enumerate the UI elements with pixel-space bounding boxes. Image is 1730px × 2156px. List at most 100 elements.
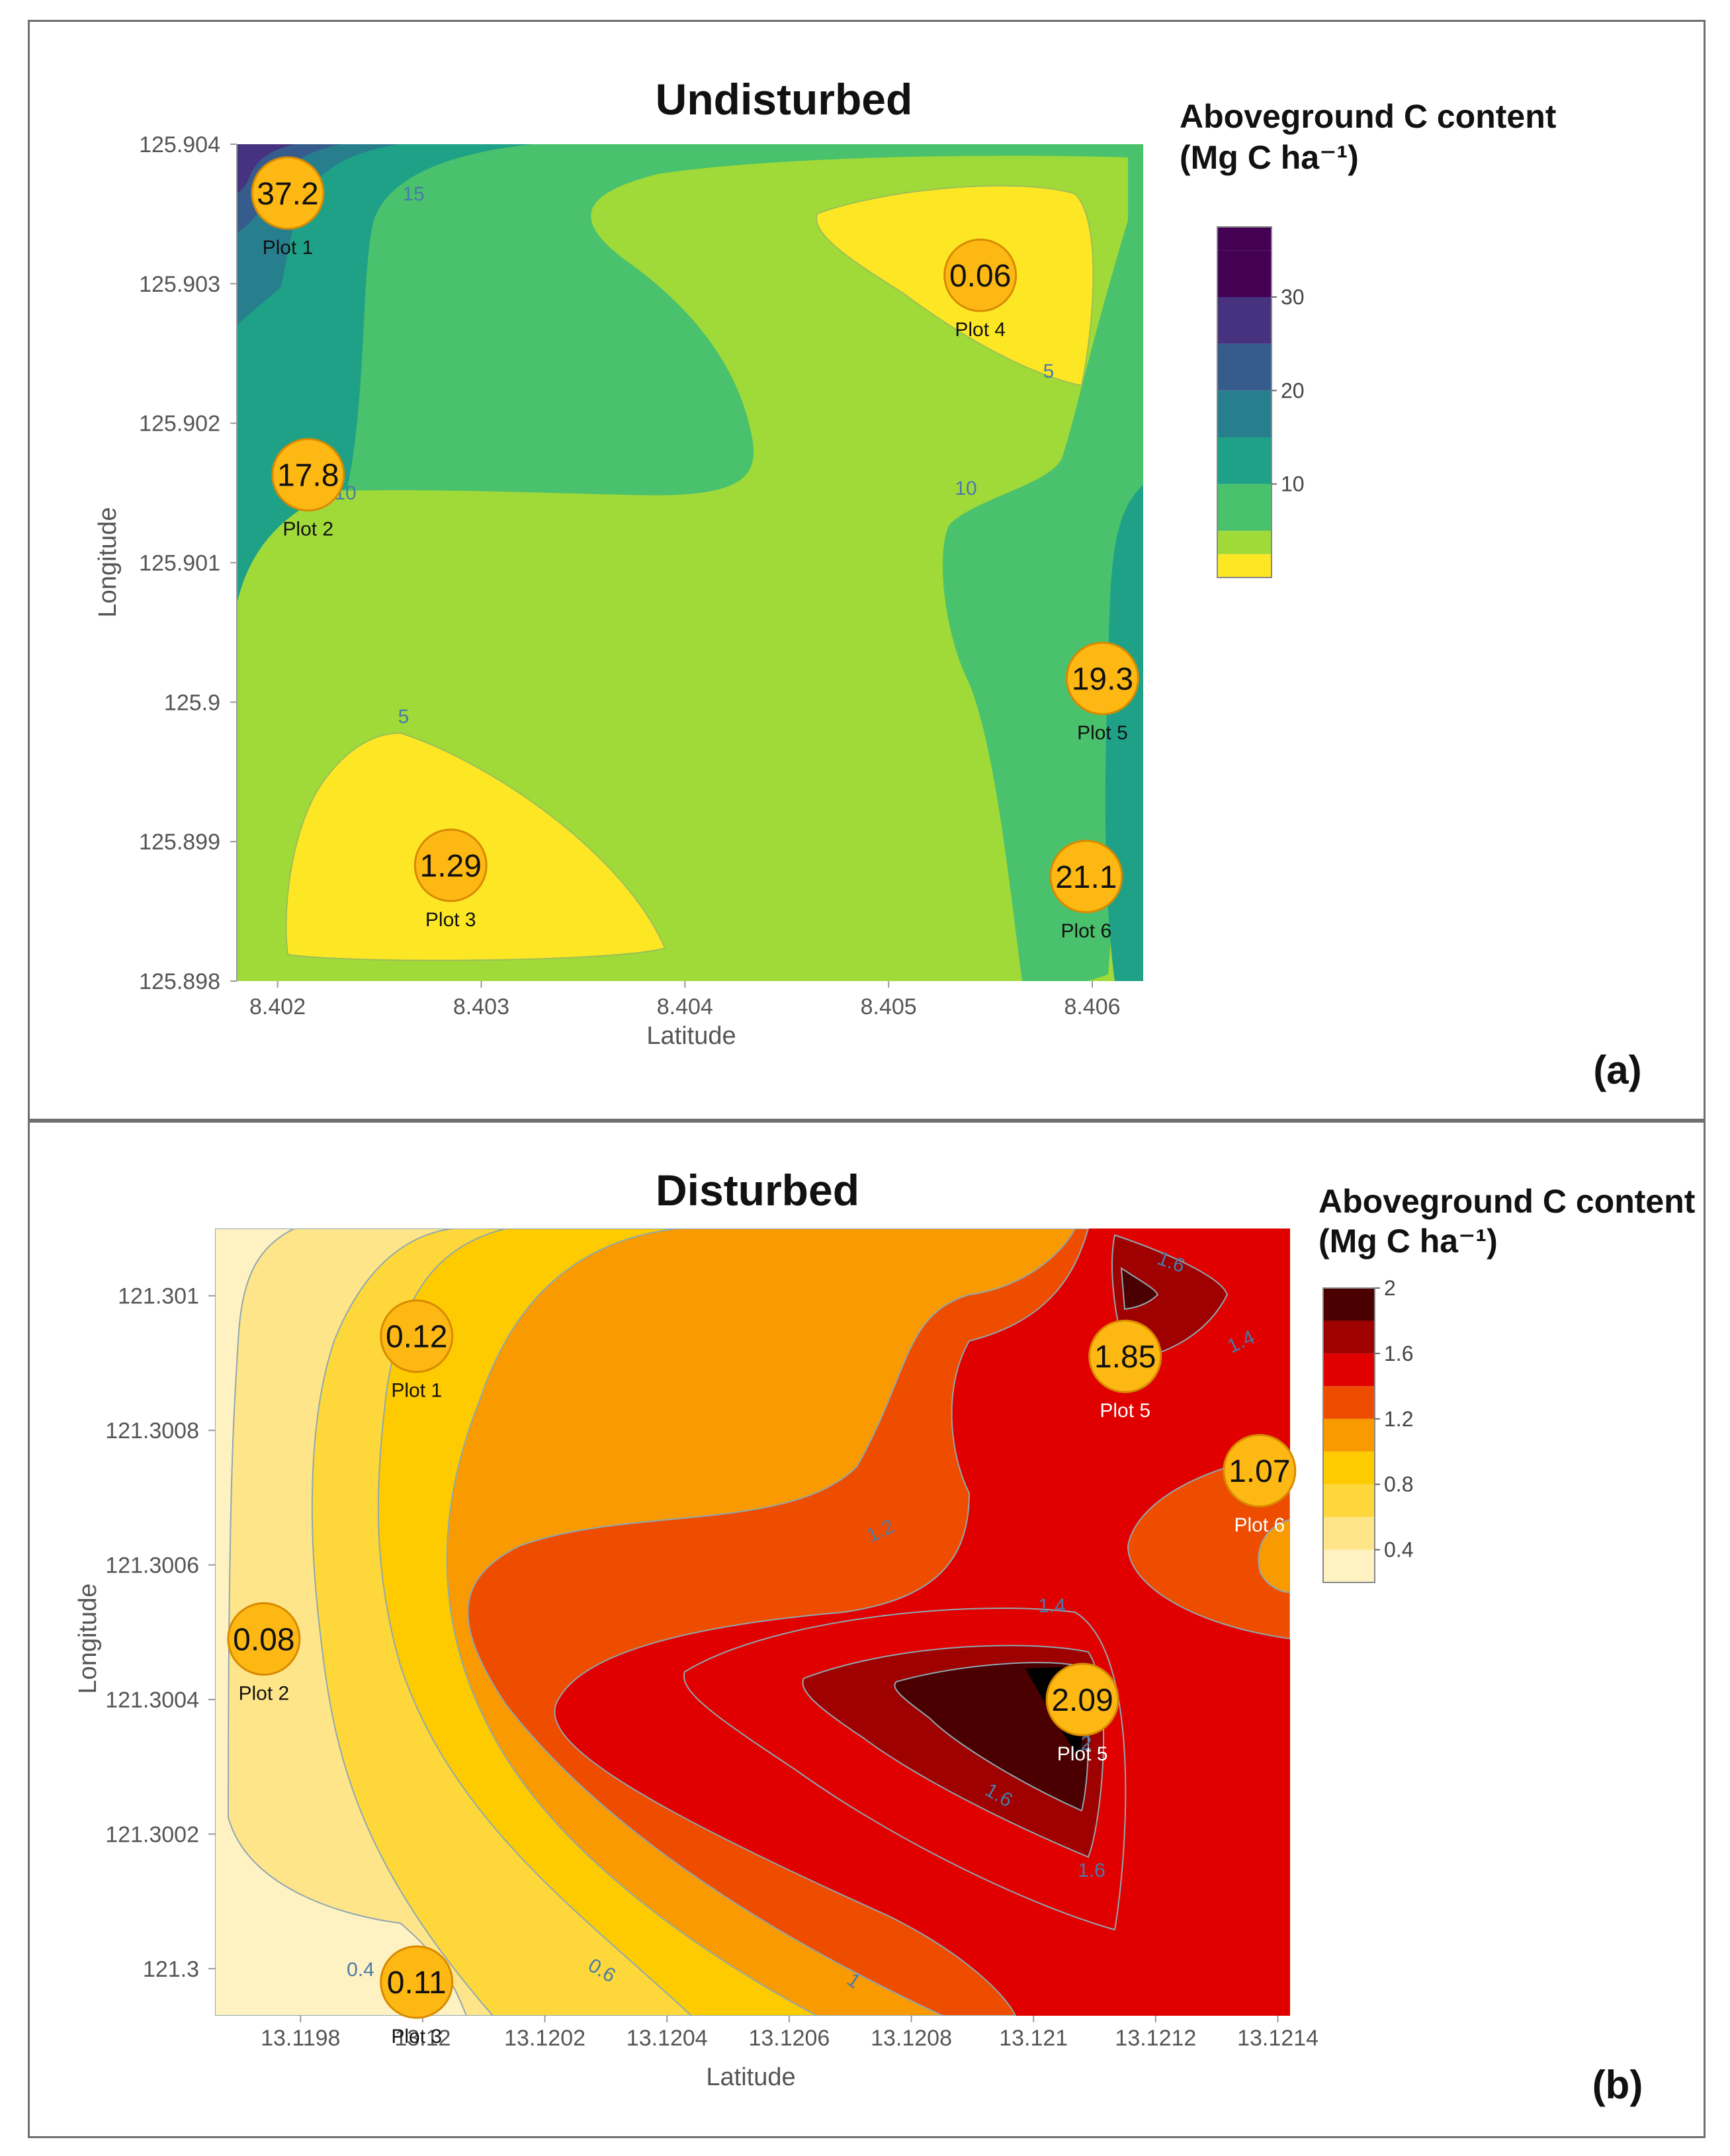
x-tick-label: 8.404 xyxy=(657,994,713,1019)
panel-label: (a) xyxy=(1593,1048,1641,1092)
x-axis-label: Latitude xyxy=(646,1022,736,1050)
colorbar-segment xyxy=(1323,1353,1375,1387)
contour-band-0.2-0.4 xyxy=(215,1229,468,2016)
contour-band-10-15 xyxy=(237,144,1143,981)
plot-marker: 1.29 Plot 3 xyxy=(413,828,488,931)
colorbar-segment xyxy=(1217,227,1272,251)
plot-value: 0.08 xyxy=(233,1622,294,1657)
plot-value: 0.12 xyxy=(386,1320,447,1355)
contour-band-2.0-top xyxy=(1120,1267,1159,1311)
y-tick-label: 125.902 xyxy=(139,411,220,437)
x-tick-label: 13.1204 xyxy=(627,2026,708,2051)
contour-label: 15 xyxy=(402,183,424,205)
plot-marker: 0.11 Plot 3 xyxy=(380,1945,454,2048)
x-axis-label: Latitude xyxy=(706,2063,795,2091)
y-axis-label: Longitude xyxy=(74,1584,102,1694)
colorbar-segment xyxy=(1323,1386,1375,1419)
plot-marker: 0.12 Plot 1 xyxy=(380,1299,454,1402)
colorbar-segment xyxy=(1323,1517,1375,1550)
colorbar-tick-label: 10 xyxy=(1281,472,1305,496)
x-axis-ticks: 13.1198 13.12 13.1202 13.1204 13.1206 13.1208… xyxy=(261,2016,1319,2051)
plot-name: Plot 5 xyxy=(1057,1743,1108,1765)
plot-name: Plot 2 xyxy=(239,1682,290,1704)
plot-name: Plot 4 xyxy=(955,319,1006,341)
y-tick-label: 125.901 xyxy=(139,551,220,576)
plot-name: Plot 6 xyxy=(1060,920,1111,942)
plot-name: Plot 1 xyxy=(391,1380,442,1402)
contour-label: 1.4 xyxy=(1038,1595,1066,1617)
colorbar-unit: (Mg C ha⁻¹) xyxy=(1180,139,1359,176)
colorbar-tick-label: 1.2 xyxy=(1384,1407,1413,1431)
y-axis-ticks: 125.904 125.903 125.902 125.901 125.9 125.899… xyxy=(139,132,237,994)
contour-label: 2 xyxy=(1081,1733,1092,1754)
chart-undisturbed: Undisturbed 15 5 10 10 5 125.904125.9031… xyxy=(94,75,1642,1092)
y-tick-label: 125.898 xyxy=(139,969,220,994)
colorbar-frame xyxy=(1217,226,1272,578)
y-tick-label: 125.904 xyxy=(139,132,220,157)
plot-circle xyxy=(1065,641,1139,715)
plot-marker: 17.8 Plot 2 xyxy=(271,438,345,540)
contour-band-1.0-1.2-right xyxy=(1258,1518,1290,1594)
plot-value: 19.3 xyxy=(1072,662,1133,697)
x-tick-label: 13.1214 xyxy=(1237,2026,1319,2051)
chart-title: Undisturbed xyxy=(656,75,913,124)
plot-circle xyxy=(1049,840,1123,914)
plot-circle xyxy=(943,238,1017,312)
x-tick-label: 13.1208 xyxy=(871,2026,952,2051)
plot-value: 1.85 xyxy=(1094,1340,1156,1375)
colorbar-segment xyxy=(1217,250,1272,297)
colorbar-segment xyxy=(1323,1484,1375,1518)
y-tick-label: 121.3002 xyxy=(105,1822,199,1847)
colorbar-unit: (Mg C ha⁻¹) xyxy=(1319,1223,1498,1260)
plot-name: Plot 1 xyxy=(263,237,314,259)
plot-name: Plot 2 xyxy=(282,519,333,540)
colorbar-segment xyxy=(1217,484,1272,531)
plot-name: Plot 6 xyxy=(1234,1514,1285,1536)
plot-circle xyxy=(271,438,345,512)
contour-band-2.0-plus xyxy=(894,1662,1089,1812)
chart-disturbed: Disturbed 0.4 0.6 1 1.2 1.4 1.6 1.6 1.6 … xyxy=(74,1166,1696,2107)
plot-circle xyxy=(1045,1662,1119,1737)
y-tick-label: 121.3004 xyxy=(105,1688,199,1713)
x-axis-ticks: 8.402 8.403 8.404 8.405 8.406 xyxy=(249,981,1121,1019)
y-axis-ticks: 121.301 121.3008 121.3006 121.3004 121.3002 1… xyxy=(105,1284,215,1982)
plot-name: Plot 3 xyxy=(425,909,476,931)
y-tick-label: 121.3008 xyxy=(105,1418,199,1444)
plot-marker: 0.08 Plot 2 xyxy=(227,1602,301,1704)
plot-marker: 37.2 Plot 1 xyxy=(251,156,325,259)
plot-marker: 19.3 Plot 5 xyxy=(1065,641,1139,744)
contour-label: 5 xyxy=(398,706,410,728)
chart-title: Disturbed xyxy=(656,1166,859,1215)
contour-label: 10 xyxy=(955,478,976,499)
colorbar-segment xyxy=(1323,1320,1375,1354)
colorbar-title: Aboveground C content xyxy=(1180,98,1557,135)
colorbar: 30 20 10 xyxy=(1217,226,1305,578)
plot-marker: 1.07 Plot 6 xyxy=(1223,1434,1297,1536)
plot-value: 0.06 xyxy=(949,259,1011,294)
plot-value: 17.8 xyxy=(277,458,339,494)
x-tick-label: 13.121 xyxy=(999,2026,1068,2051)
plot-circle xyxy=(1088,1319,1162,1393)
plot-value: 37.2 xyxy=(257,177,318,212)
x-tick-label: 13.1202 xyxy=(504,2026,585,2051)
colorbar-segment xyxy=(1217,343,1272,391)
x-tick-label: 8.403 xyxy=(453,994,509,1019)
colorbar-segment xyxy=(1217,554,1272,578)
x-tick-label: 13.1198 xyxy=(261,2026,340,2051)
colorbar-segment xyxy=(1323,1451,1375,1485)
y-tick-label: 125.9 xyxy=(164,690,220,715)
plot-value: 21.1 xyxy=(1055,860,1117,895)
colorbar-tick-label: 1.6 xyxy=(1384,1342,1413,1365)
x-tick-label: 8.406 xyxy=(1064,994,1120,1019)
plot-markers: 37.2 Plot 1 17.8 Plot 2 1.29 Plot 3 0.06 Plot 4… xyxy=(251,156,1139,942)
plot-circle xyxy=(380,1945,454,2019)
colorbar-segment xyxy=(1217,297,1272,344)
contour-band-30-plus xyxy=(237,144,294,194)
y-tick-label: 121.301 xyxy=(118,1284,199,1309)
colorbar-tick-label: 30 xyxy=(1281,285,1305,309)
y-tick-label: 121.3006 xyxy=(105,1553,199,1578)
plot-name: Plot 5 xyxy=(1100,1400,1150,1422)
x-tick-label: 8.402 xyxy=(249,994,306,1019)
contour-label: 1.6 xyxy=(1078,1860,1105,1881)
y-axis-label: Longitude xyxy=(94,507,122,618)
